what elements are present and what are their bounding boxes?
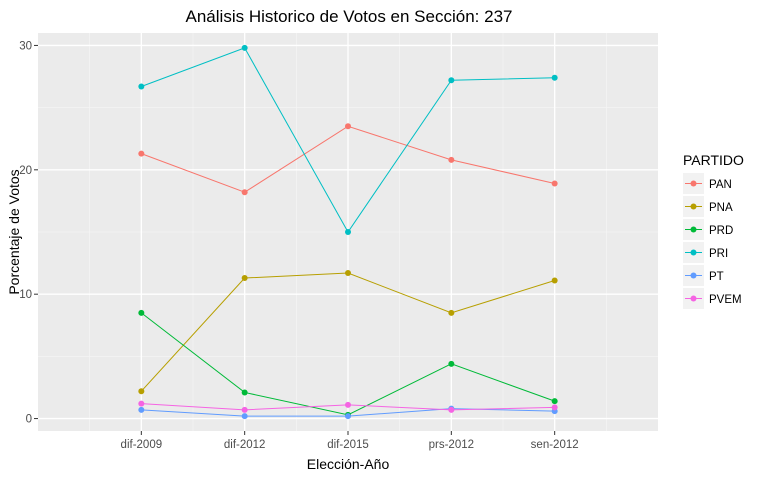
legend-point-pna <box>690 203 697 210</box>
data-point-pvem <box>345 401 351 408</box>
x-tick-label: dif-2009 <box>121 439 163 451</box>
data-point-pna <box>241 275 248 282</box>
x-axis-title: Elección-Año <box>307 456 390 472</box>
data-point-pna <box>138 388 145 395</box>
data-point-pna <box>551 277 558 284</box>
legend-label-pvem: PVEM <box>709 294 742 306</box>
legend-point-pvem <box>690 295 697 302</box>
data-point-pna <box>345 270 351 277</box>
data-point-prd <box>138 309 145 316</box>
data-point-pri <box>345 229 351 235</box>
y-tick-label: 10 <box>19 289 32 301</box>
data-point-pvem <box>241 406 248 413</box>
data-point-pt <box>241 413 248 420</box>
y-tick-label: 30 <box>19 40 32 52</box>
y-axis-title: Porcentaje de Votos <box>6 169 22 294</box>
data-point-pan <box>241 189 248 196</box>
data-point-pna <box>448 309 455 316</box>
data-point-pan <box>138 150 145 157</box>
legend-label-pan: PAN <box>709 179 732 191</box>
data-point-pri <box>551 74 558 81</box>
y-tick-label: 0 <box>26 414 32 426</box>
data-point-pt <box>345 413 351 420</box>
legend-label-pri: PRI <box>709 248 728 260</box>
y-tick-label: 20 <box>19 165 32 177</box>
legend-label-pna: PNA <box>709 202 733 214</box>
data-point-pt <box>138 406 145 413</box>
data-point-pan <box>551 180 558 187</box>
legend-point-pri <box>690 249 697 256</box>
x-axis-ticks: dif-2009 dif-2012 dif-2015 prs-2012 sen-2012 <box>121 431 579 451</box>
data-point-prd <box>551 398 558 405</box>
data-point-pan <box>345 123 351 130</box>
data-point-prd <box>448 360 455 367</box>
x-tick-label: dif-2012 <box>224 439 266 451</box>
legend-label-prd: PRD <box>709 225 733 237</box>
data-point-pvem <box>138 400 145 407</box>
x-tick-label: dif-2015 <box>327 439 369 451</box>
data-point-pri <box>138 83 145 90</box>
legend-label-pt: PT <box>709 271 724 283</box>
legend-title: PARTIDO <box>683 152 744 168</box>
data-point-pvem <box>448 406 455 413</box>
series-points <box>138 44 558 420</box>
legend-point-prd <box>690 226 697 233</box>
y-axis-ticks: 0 10 20 30 <box>19 40 38 426</box>
data-point-pri <box>241 44 248 51</box>
data-point-prd <box>241 389 248 396</box>
data-point-pri <box>448 77 455 84</box>
legend: PARTIDO PAN PNA PRD PRI PT PVEM <box>683 152 744 309</box>
x-tick-label: prs-2012 <box>429 439 474 451</box>
legend-point-pan <box>690 180 697 187</box>
chart-title: Análisis Historico de Votos en Sección: … <box>186 7 513 26</box>
data-point-pan <box>448 156 455 163</box>
x-tick-label: sen-2012 <box>531 439 579 451</box>
data-point-pvem <box>551 404 558 411</box>
legend-point-pt <box>690 272 697 279</box>
